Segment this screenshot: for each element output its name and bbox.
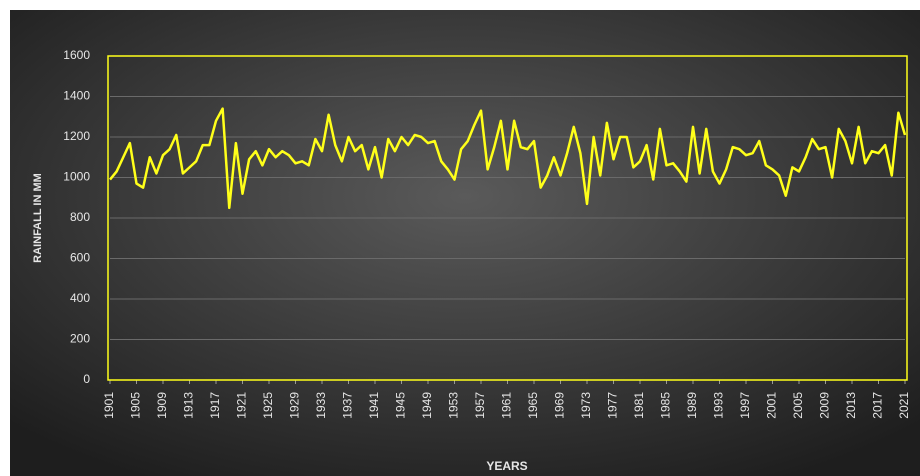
y-tick-label: 1600 bbox=[63, 48, 90, 62]
x-tick-label: 1913 bbox=[182, 392, 196, 419]
x-tick-label: 1949 bbox=[420, 392, 434, 419]
x-tick-label: 1993 bbox=[712, 392, 726, 419]
x-tick-label: 1929 bbox=[288, 392, 302, 419]
x-tick-label: 1969 bbox=[553, 392, 567, 419]
plot-frame bbox=[107, 55, 908, 381]
x-tick-label: 1917 bbox=[208, 392, 222, 419]
x-tick-label: 1925 bbox=[261, 392, 275, 419]
y-tick-label: 1400 bbox=[63, 89, 90, 103]
x-tick-label: 2013 bbox=[844, 392, 858, 419]
y-tick-label: 1200 bbox=[63, 129, 90, 143]
x-tick-label: 1973 bbox=[579, 392, 593, 419]
x-tick-label: 1977 bbox=[606, 392, 620, 419]
x-tick-label: 2001 bbox=[765, 392, 779, 419]
data-line bbox=[109, 107, 907, 210]
y-axis-label: RAINFALL IN MM bbox=[32, 173, 44, 263]
x-tick-label: 1981 bbox=[632, 392, 646, 419]
x-tick-label: 2021 bbox=[897, 392, 911, 419]
x-tick-label: 2009 bbox=[818, 392, 832, 419]
x-tick-label: 1985 bbox=[659, 392, 673, 419]
x-tick-label: 2017 bbox=[871, 392, 885, 419]
chart-background bbox=[10, 10, 920, 476]
x-tick-label: 1909 bbox=[155, 392, 169, 419]
y-tick-label: 600 bbox=[70, 251, 90, 265]
x-tick-label: 1901 bbox=[102, 392, 116, 419]
x-tick-label: 1933 bbox=[314, 392, 328, 419]
y-tick-label: 800 bbox=[70, 210, 90, 224]
x-tick-label: 1957 bbox=[473, 392, 487, 419]
x-tick-label: 1921 bbox=[235, 392, 249, 419]
x-axis-label: YEARS bbox=[486, 459, 527, 473]
x-tick-label: 1965 bbox=[526, 392, 540, 419]
x-tick-label: 1989 bbox=[685, 392, 699, 419]
x-tick-label: 1905 bbox=[129, 392, 143, 419]
x-tick-label: 1953 bbox=[447, 392, 461, 419]
y-tick-label: 200 bbox=[70, 332, 90, 346]
y-tick-label: 0 bbox=[83, 372, 90, 386]
x-tick-label: 1937 bbox=[341, 392, 355, 419]
x-tick-label: 1945 bbox=[394, 392, 408, 419]
x-tick-label: 1941 bbox=[367, 392, 381, 419]
x-tick-label: 2005 bbox=[791, 392, 805, 419]
y-tick-label: 400 bbox=[70, 291, 90, 305]
x-tick-label: 1997 bbox=[738, 392, 752, 419]
y-tick-label: 1000 bbox=[63, 170, 90, 184]
x-tick-label: 1961 bbox=[500, 392, 514, 419]
